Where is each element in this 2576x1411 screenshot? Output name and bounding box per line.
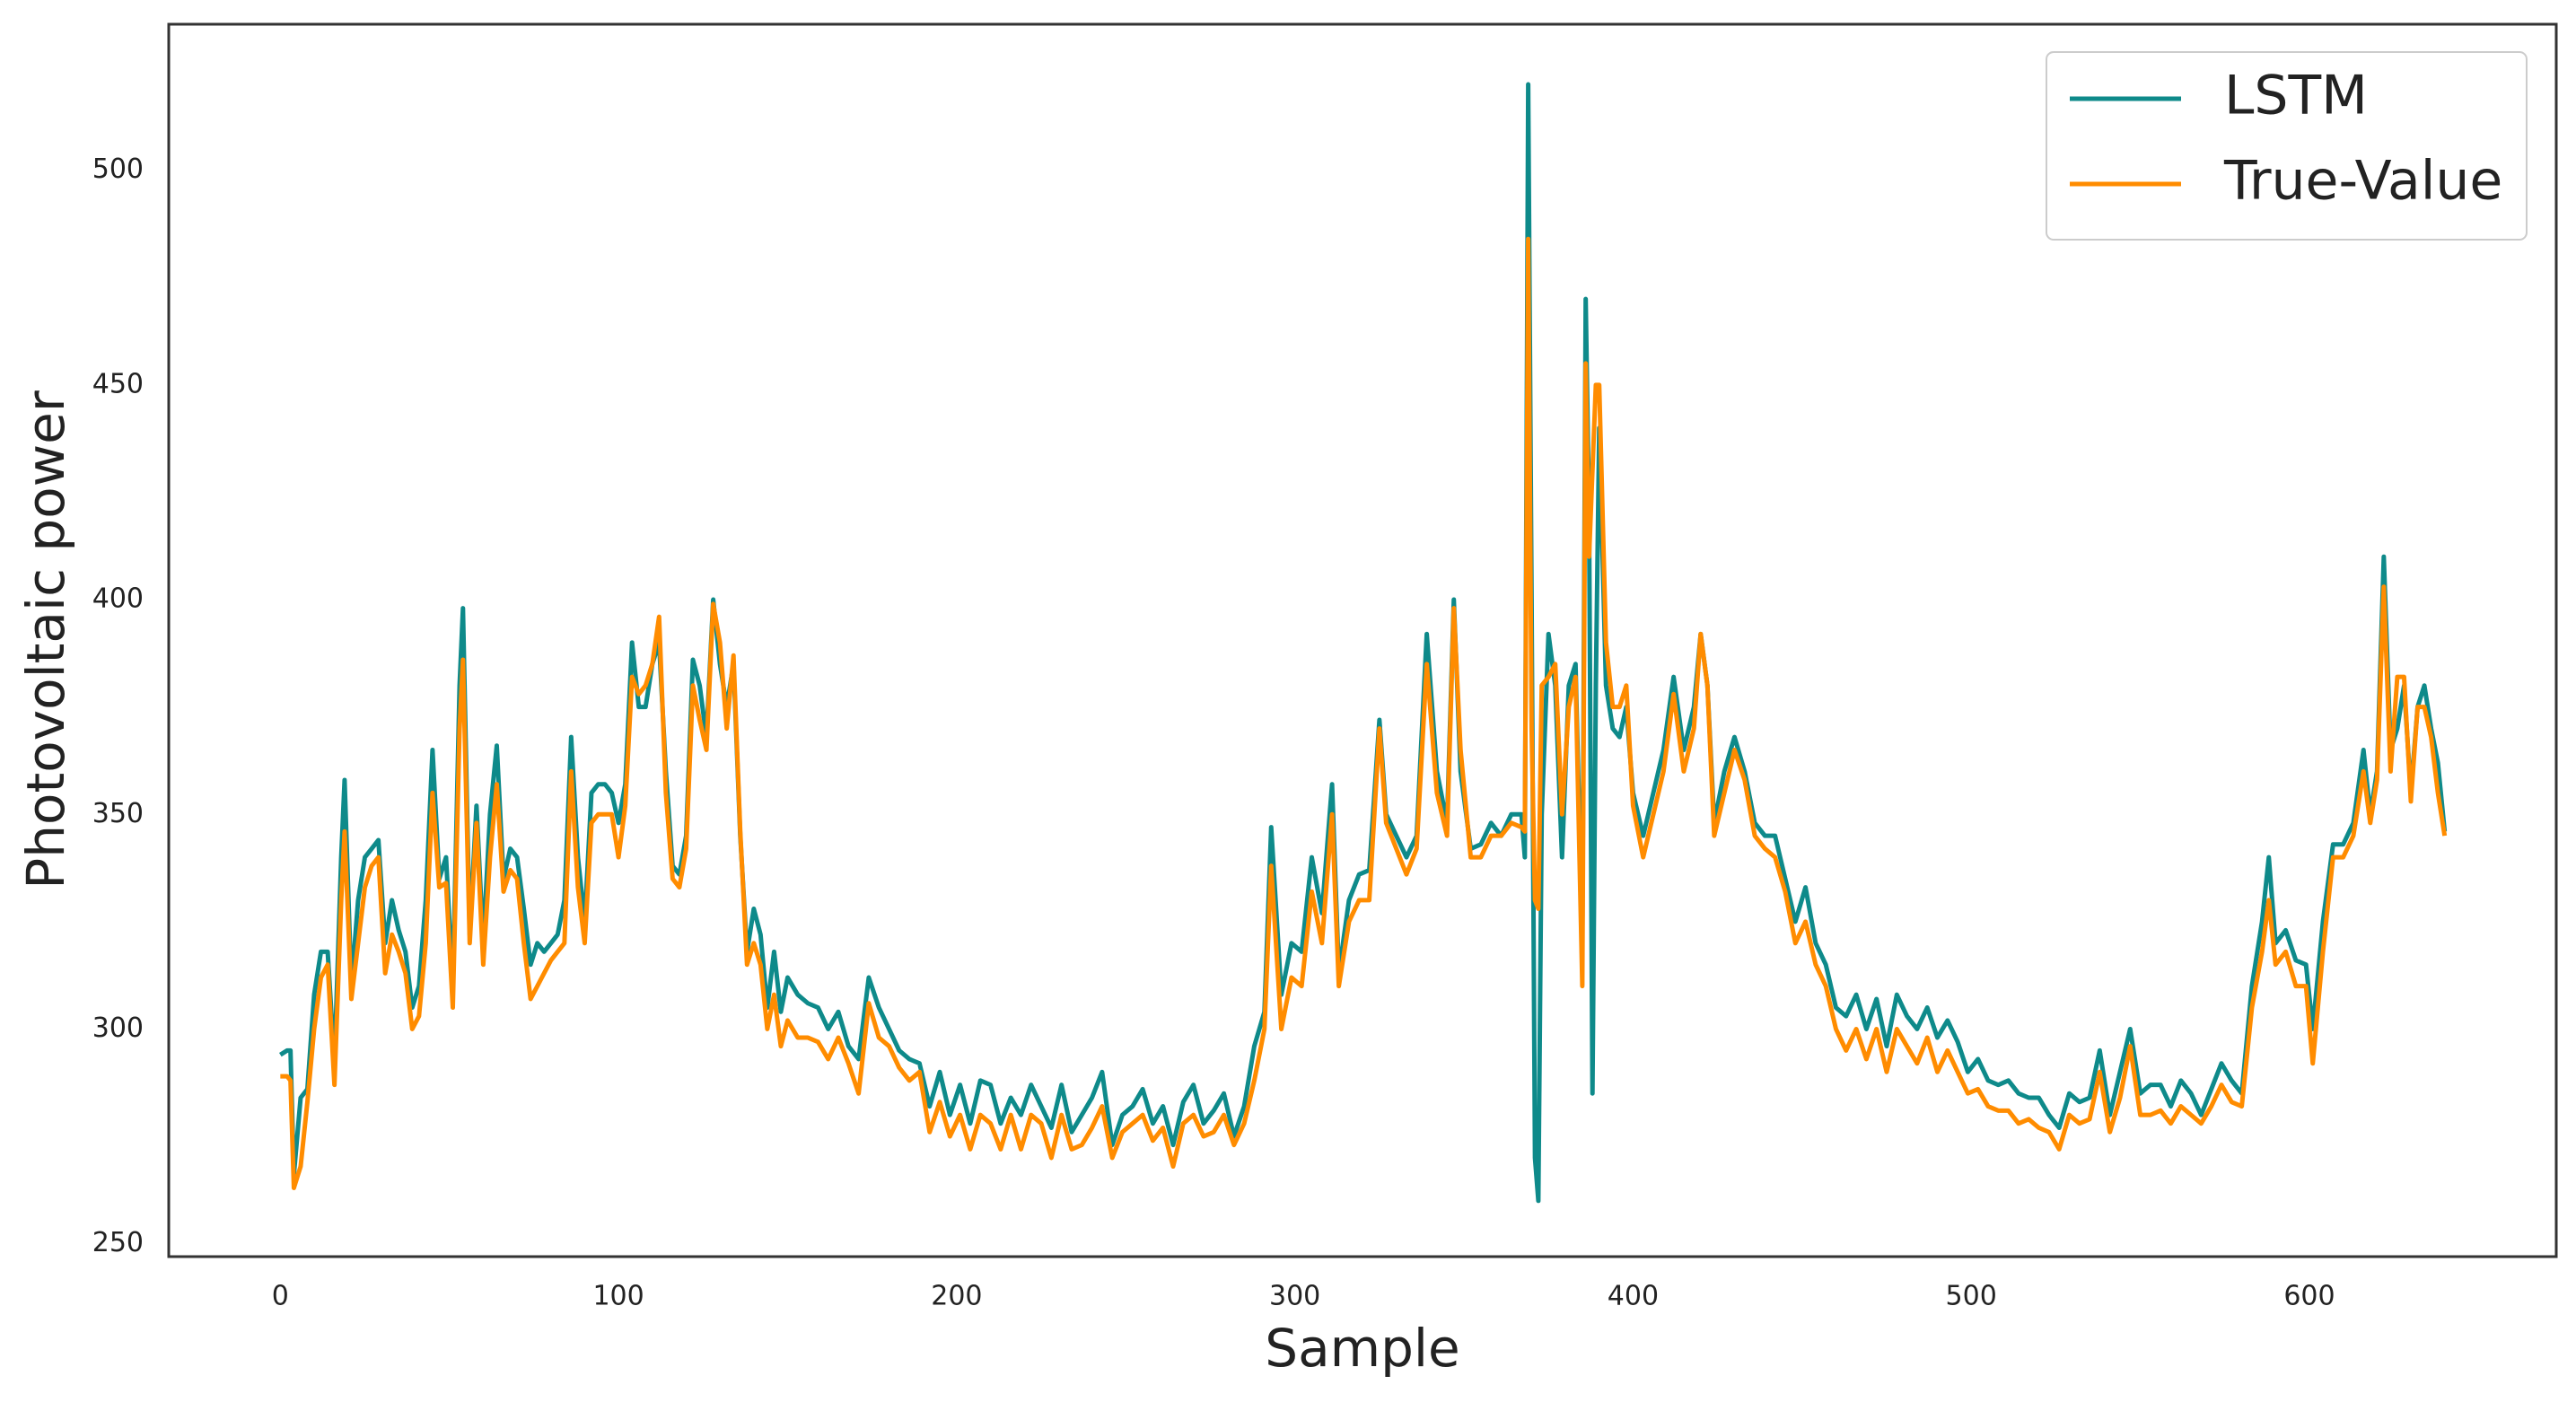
y-tick-label: 400 bbox=[92, 583, 144, 615]
y-tick-label: 500 bbox=[92, 153, 144, 185]
x-tick-label: 300 bbox=[1269, 1281, 1320, 1312]
x-tick-label: 600 bbox=[2283, 1281, 2335, 1312]
y-tick-label: 300 bbox=[92, 1012, 144, 1044]
y-tick-label: 250 bbox=[92, 1227, 144, 1258]
x-axis-label: Sample bbox=[1265, 1318, 1459, 1379]
y-tick-label: 450 bbox=[92, 368, 144, 399]
series-line bbox=[278, 82, 2448, 1204]
y-tick-label: 350 bbox=[92, 798, 144, 829]
x-tick-label: 500 bbox=[1946, 1281, 1997, 1312]
series-line bbox=[280, 236, 2448, 1190]
x-tick-label: 400 bbox=[1608, 1281, 1659, 1312]
legend-label: True-Value bbox=[2223, 150, 2502, 213]
y-axis-label: Photovoltaic power bbox=[15, 390, 76, 890]
x-tick-label: 200 bbox=[931, 1281, 982, 1312]
x-tick-label: 100 bbox=[592, 1281, 644, 1312]
x-tick-label: 0 bbox=[272, 1281, 289, 1312]
plot-frame bbox=[167, 22, 2558, 1258]
legend-label: LSTM bbox=[2224, 65, 2368, 127]
